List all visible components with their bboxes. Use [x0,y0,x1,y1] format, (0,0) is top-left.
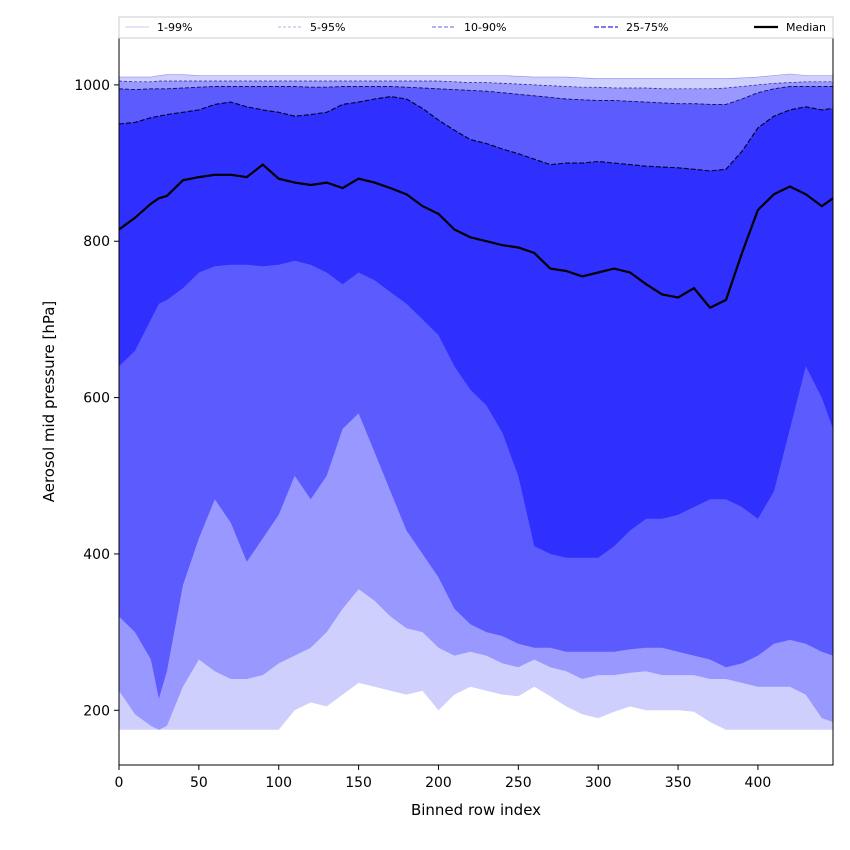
y-tick-label: 400 [83,547,110,563]
x-tick-label: 50 [190,775,208,791]
median-line [118,163,834,310]
x-tick-label: 400 [745,775,772,791]
y-axis: 200 400 600 800 1000 [74,78,119,719]
y-tick-label: 200 [83,703,110,719]
line-p99 [119,73,833,79]
x-axis: 0 50 100 150 200 250 300 350 400 [115,765,772,791]
legend-label: 25-75% [626,21,668,34]
legend-frame [118,16,834,39]
x-tick-label: 350 [665,775,692,791]
x-axis-label: Binned row index [411,801,541,819]
x-tick-label: 100 [265,775,292,791]
x-tick-label: 200 [425,775,452,791]
median-layer [118,163,834,310]
legend-label: 5-95% [310,21,345,34]
x-tick-label: 150 [345,775,372,791]
line-p95 [118,80,833,90]
y-tick-label: 800 [83,234,110,250]
line-p90 [118,86,833,105]
legend-label: 1-99% [157,21,192,34]
line-p75 [118,96,834,172]
percentile-bands [118,73,834,730]
legend: 1-99% 5-95% 10-90% 25-75% Median [118,16,834,39]
band-25-75 [119,96,833,558]
x-tick-label: 300 [585,775,612,791]
y-axis-label: Aerosol mid pressure [hPa] [40,301,58,503]
y-tick-label: 600 [83,391,110,407]
y-tick-label: 1000 [74,78,110,94]
x-tick-label: 250 [505,775,532,791]
x-tick-label: 0 [115,775,124,791]
legend-label: 10-90% [464,21,506,34]
legend-label: Median [786,21,826,34]
